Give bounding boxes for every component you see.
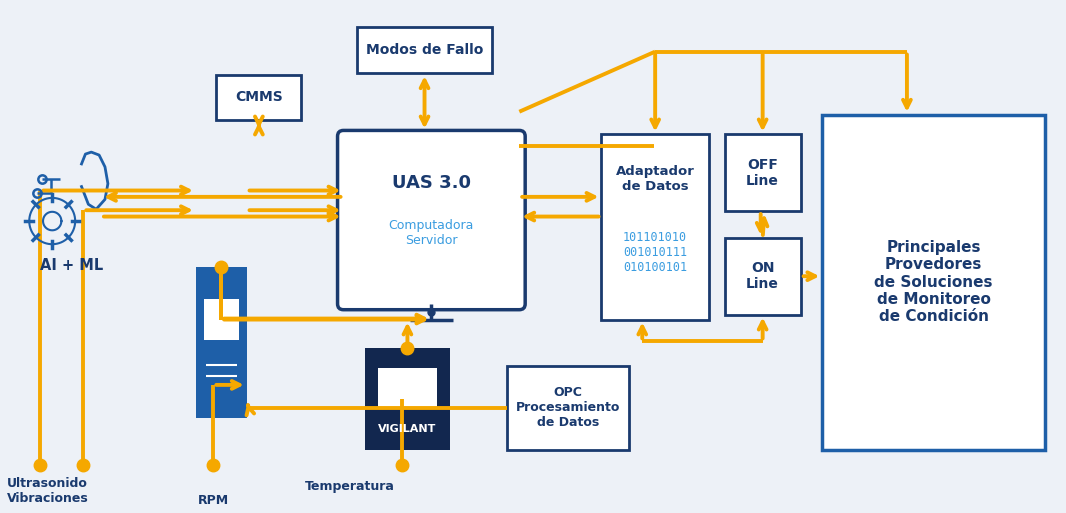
Text: RPM: RPM: [198, 494, 229, 507]
FancyBboxPatch shape: [338, 130, 526, 310]
FancyBboxPatch shape: [601, 134, 709, 320]
FancyBboxPatch shape: [216, 75, 302, 120]
Text: Principales
Provedores
de Soluciones
de Monitoreo
de Condición: Principales Provedores de Soluciones de …: [874, 240, 992, 324]
FancyBboxPatch shape: [365, 348, 450, 449]
Text: Modos de Fallo: Modos de Fallo: [366, 43, 483, 57]
Text: UAS 3.0: UAS 3.0: [392, 174, 471, 192]
Text: ON
Line: ON Line: [746, 261, 779, 291]
FancyBboxPatch shape: [725, 238, 801, 314]
FancyBboxPatch shape: [357, 27, 491, 73]
FancyBboxPatch shape: [196, 267, 246, 418]
Text: CMMS: CMMS: [235, 90, 282, 105]
Text: OFF
Line: OFF Line: [746, 157, 779, 188]
FancyBboxPatch shape: [204, 299, 239, 340]
Text: VIGILANT: VIGILANT: [378, 424, 437, 435]
Text: Ultrasonido
Vibraciones: Ultrasonido Vibraciones: [6, 477, 88, 505]
Text: AI + ML: AI + ML: [41, 258, 103, 273]
FancyBboxPatch shape: [377, 368, 437, 407]
FancyBboxPatch shape: [506, 366, 629, 449]
Text: Temperatura: Temperatura: [305, 480, 395, 493]
FancyBboxPatch shape: [822, 115, 1045, 449]
Text: OPC
Procesamiento
de Datos: OPC Procesamiento de Datos: [516, 386, 620, 429]
Text: 101101010
001010111
010100101: 101101010 001010111 010100101: [624, 231, 688, 274]
Text: Adaptador
de Datos: Adaptador de Datos: [616, 165, 695, 193]
Text: Computadora
Servidor: Computadora Servidor: [389, 220, 474, 247]
FancyBboxPatch shape: [725, 134, 801, 211]
